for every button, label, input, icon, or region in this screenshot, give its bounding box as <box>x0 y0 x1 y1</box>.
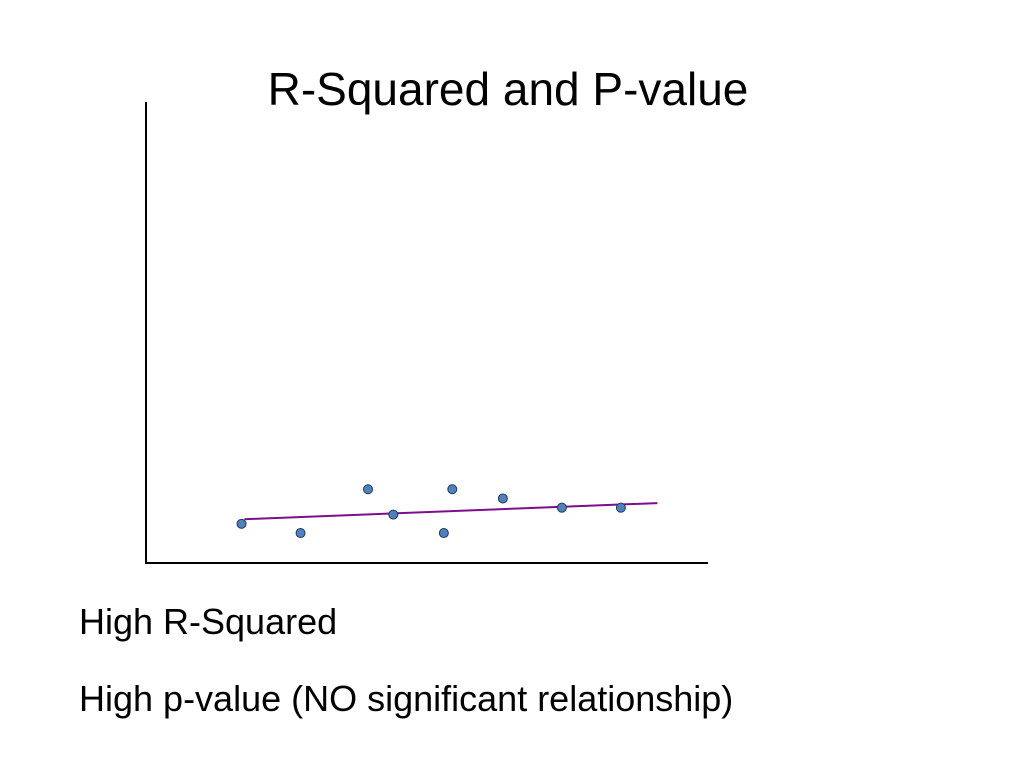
data-point-5 <box>438 528 449 539</box>
data-point-4 <box>388 509 399 520</box>
data-points <box>236 484 626 539</box>
slide-title: R-Squared and P-value <box>267 63 749 115</box>
data-point-8 <box>556 502 567 513</box>
trendline <box>244 502 658 521</box>
data-point-1 <box>236 518 247 529</box>
data-point-6 <box>447 484 458 495</box>
data-point-7 <box>497 493 508 504</box>
data-point-9 <box>615 502 626 513</box>
data-point-2 <box>295 528 306 539</box>
caption-r-squared: High R-Squared <box>79 601 338 642</box>
data-point-3 <box>362 484 373 495</box>
caption-p-value: High p-value (NO significant relationshi… <box>79 678 734 719</box>
